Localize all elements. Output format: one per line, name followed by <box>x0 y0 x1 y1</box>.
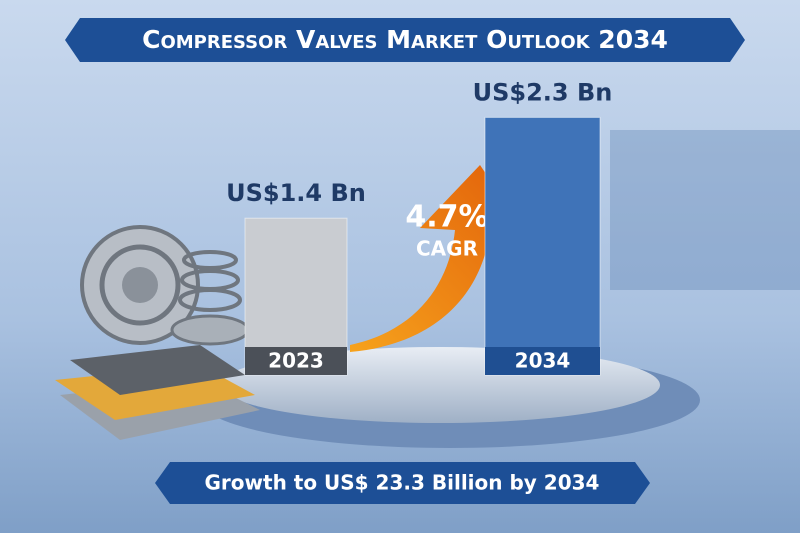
x-tick-label: 2023 <box>268 349 324 373</box>
machinery-backdrop <box>610 130 800 290</box>
valve-illustration <box>55 225 260 440</box>
cagr-value: 4.7% <box>405 200 488 235</box>
growth-arrow <box>350 165 525 352</box>
title-banner <box>65 18 745 62</box>
value-label: US$2.3 Bn <box>473 78 613 106</box>
footer-banner <box>155 462 650 504</box>
value-label: US$1.4 Bn <box>226 179 366 207</box>
footer: Growth to US$ 23.3 Billion by 2034 <box>205 471 600 495</box>
bar <box>484 116 601 376</box>
x-tick-label: 2034 <box>515 349 571 373</box>
chart-title: Compressor Valves Market Outlook 2034 <box>142 25 668 54</box>
bar-label-band <box>245 347 347 375</box>
cagr-label: CAGR <box>416 237 478 261</box>
bar-label-band <box>485 347 600 375</box>
